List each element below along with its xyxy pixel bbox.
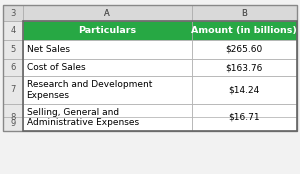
Bar	[3, 5, 23, 21]
Bar	[191, 76, 297, 104]
Text: 4: 4	[11, 26, 16, 35]
Text: 9: 9	[11, 119, 16, 128]
Text: Net Sales: Net Sales	[27, 45, 70, 54]
Bar	[3, 104, 23, 131]
Bar	[23, 5, 191, 21]
Bar	[3, 76, 23, 104]
Bar	[3, 21, 23, 40]
Bar	[23, 21, 191, 40]
Text: Cost of Sales: Cost of Sales	[27, 63, 85, 72]
Bar	[23, 76, 191, 104]
Text: 3: 3	[10, 9, 16, 18]
Bar	[191, 40, 297, 59]
Bar	[3, 5, 23, 21]
Bar	[23, 40, 191, 59]
Bar	[23, 59, 191, 76]
Bar	[3, 5, 23, 21]
Bar	[3, 59, 23, 76]
Text: A: A	[104, 9, 110, 18]
Text: Selling, General and
Administrative Expenses: Selling, General and Administrative Expe…	[27, 108, 139, 127]
Text: 5: 5	[11, 45, 16, 54]
Text: 7: 7	[10, 85, 16, 94]
Text: 8: 8	[10, 113, 16, 122]
Text: $14.24: $14.24	[229, 85, 260, 94]
Text: 6: 6	[10, 63, 16, 72]
Bar	[3, 117, 23, 131]
Bar	[23, 104, 191, 131]
Bar	[191, 59, 297, 76]
Text: Research and Development
Expenses: Research and Development Expenses	[27, 80, 152, 100]
Text: $16.71: $16.71	[228, 113, 260, 122]
Text: A: A	[104, 9, 110, 18]
Bar	[23, 117, 191, 131]
Text: Amount (in billions): Amount (in billions)	[191, 26, 297, 35]
Bar	[23, 21, 297, 131]
Bar	[191, 5, 297, 21]
Text: Particulars: Particulars	[78, 26, 136, 35]
Bar	[23, 5, 191, 21]
Text: B: B	[241, 9, 247, 18]
Bar	[3, 5, 297, 131]
Bar	[23, 5, 191, 21]
Bar	[191, 5, 297, 21]
Bar	[191, 117, 297, 131]
Text: $163.76: $163.76	[226, 63, 263, 72]
Bar	[191, 5, 297, 21]
Bar	[191, 104, 297, 131]
Text: $265.60: $265.60	[226, 45, 263, 54]
Text: B: B	[241, 9, 247, 18]
Bar	[191, 21, 297, 40]
Bar	[3, 40, 23, 59]
